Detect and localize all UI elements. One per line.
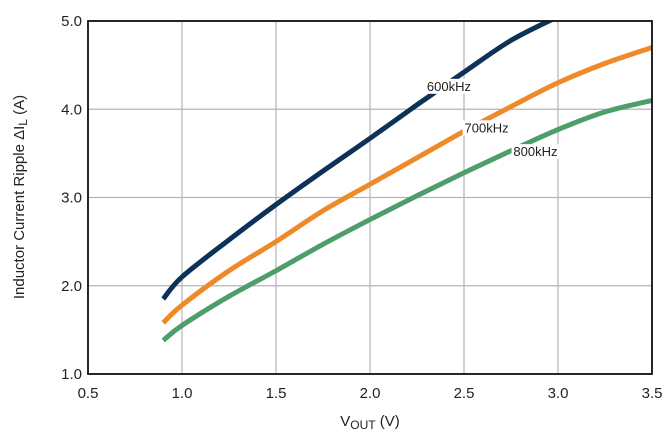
y-tick-label: 4.0 (61, 101, 82, 118)
x-tick-label: 2.5 (454, 385, 475, 402)
x-tick-label: 1.0 (172, 385, 193, 402)
plot-frame (87, 20, 653, 375)
series-line-600khz (161, 21, 555, 301)
x-tick-label: 1.5 (266, 385, 287, 402)
series-label-bg (511, 144, 560, 160)
series-label-bg (462, 120, 511, 136)
y-tick-label: 5.0 (61, 13, 82, 30)
tick-layer: 0.5 1.0 1.5 2.0 2.5 3.0 3.5 1.0 2.0 3.0 4.0 5.0 (61, 13, 662, 402)
x-tick-label: 3.0 (548, 385, 569, 402)
x-tick-label: 0.5 (78, 385, 99, 402)
y-tick-label: 3.0 (61, 190, 82, 207)
grid-layer (87, 20, 653, 375)
series-line-800khz (161, 98, 652, 343)
series-label-bg (425, 78, 473, 94)
y-tick-label: 1.0 (61, 366, 82, 383)
series-label: 600kHz (427, 79, 471, 94)
series-layer (161, 21, 652, 343)
y-axis-title: Inductor Current Ripple ΔIL (A) (11, 95, 30, 299)
annotation-layer: 600kHz 700kHz 800kHz (425, 78, 560, 160)
series-line-700khz (161, 45, 652, 325)
y-tick-label: 2.0 (61, 278, 82, 295)
x-axis-title: VOUT (V) (340, 413, 400, 432)
x-tick-label: 3.5 (642, 385, 663, 402)
x-tick-label: 2.0 (360, 385, 381, 402)
series-label: 800kHz (513, 144, 557, 159)
series-label: 700kHz (465, 120, 509, 135)
